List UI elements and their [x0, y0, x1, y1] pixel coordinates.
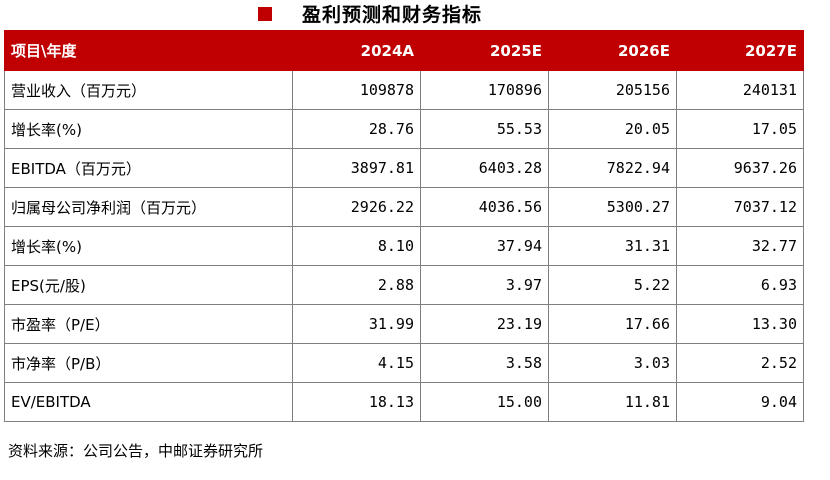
table-cell: 2.52	[676, 343, 804, 383]
table-row: 增长率(%) 28.76 55.53 20.05 17.05	[4, 109, 804, 149]
table-cell: 55.53	[420, 109, 549, 149]
forecast-table: 项目\年度 2024A 2025E 2026E 2027E 营业收入（百万元） …	[4, 30, 804, 422]
source-note: 资料来源：公司公告，中邮证券研究所	[8, 442, 264, 460]
table-cell: 6403.28	[420, 148, 549, 188]
table-cell: 109878	[292, 70, 421, 110]
row-label: 市盈率（P/E）	[4, 304, 293, 344]
table-cell: 32.77	[676, 226, 804, 266]
title-bullet-icon	[258, 7, 272, 21]
table-cell: 3897.81	[292, 148, 421, 188]
row-label: 营业收入（百万元）	[4, 70, 293, 110]
table-cell: 2.88	[292, 265, 421, 305]
row-label: 增长率(%)	[4, 109, 293, 149]
table-header-row: 项目\年度 2024A 2025E 2026E 2027E	[4, 30, 804, 71]
table-cell: 9637.26	[676, 148, 804, 188]
header-year: 2025E	[420, 30, 549, 71]
row-label: EBITDA（百万元）	[4, 148, 293, 188]
row-label: 归属母公司净利润（百万元）	[4, 187, 293, 227]
table-cell: 170896	[420, 70, 549, 110]
table-cell: 4036.56	[420, 187, 549, 227]
table-cell: 205156	[548, 70, 677, 110]
table-cell: 9.04	[676, 382, 804, 422]
table-cell: 13.30	[676, 304, 804, 344]
table-cell: 5.22	[548, 265, 677, 305]
table-row: EV/EBITDA 18.13 15.00 11.81 9.04	[4, 382, 804, 422]
row-label: EPS(元/股)	[4, 265, 293, 305]
table-cell: 31.31	[548, 226, 677, 266]
table-row: EBITDA（百万元） 3897.81 6403.28 7822.94 9637…	[4, 148, 804, 188]
row-label: 市净率（P/B）	[4, 343, 293, 383]
page-title: 盈利预测和财务指标	[302, 4, 483, 26]
table-cell: 28.76	[292, 109, 421, 149]
table-row: 营业收入（百万元） 109878 170896 205156 240131	[4, 70, 804, 110]
table-cell: 15.00	[420, 382, 549, 422]
table-cell: 4.15	[292, 343, 421, 383]
table-cell: 20.05	[548, 109, 677, 149]
row-label: EV/EBITDA	[4, 382, 293, 422]
table-cell: 2926.22	[292, 187, 421, 227]
row-label: 增长率(%)	[4, 226, 293, 266]
table-cell: 3.97	[420, 265, 549, 305]
table-cell: 17.66	[548, 304, 677, 344]
table-cell: 31.99	[292, 304, 421, 344]
table-row: 归属母公司净利润（百万元） 2926.22 4036.56 5300.27 70…	[4, 187, 804, 227]
table-row: 市盈率（P/E） 31.99 23.19 17.66 13.30	[4, 304, 804, 344]
table-cell: 3.58	[420, 343, 549, 383]
table-cell: 11.81	[548, 382, 677, 422]
table-cell: 7822.94	[548, 148, 677, 188]
table-row: 增长率(%) 8.10 37.94 31.31 32.77	[4, 226, 804, 266]
header-year: 2027E	[676, 30, 804, 71]
table-cell: 7037.12	[676, 187, 804, 227]
table-cell: 5300.27	[548, 187, 677, 227]
table-row: EPS(元/股) 2.88 3.97 5.22 6.93	[4, 265, 804, 305]
header-label: 项目\年度	[4, 30, 293, 71]
table-cell: 3.03	[548, 343, 677, 383]
header-year: 2026E	[548, 30, 677, 71]
title-bar: 盈利预测和财务指标	[0, 0, 830, 32]
header-year: 2024A	[292, 30, 421, 71]
table-row: 市净率（P/B） 4.15 3.58 3.03 2.52	[4, 343, 804, 383]
table-cell: 6.93	[676, 265, 804, 305]
table-cell: 240131	[676, 70, 804, 110]
table-cell: 18.13	[292, 382, 421, 422]
table-cell: 23.19	[420, 304, 549, 344]
table-cell: 8.10	[292, 226, 421, 266]
table-cell: 17.05	[676, 109, 804, 149]
table-cell: 37.94	[420, 226, 549, 266]
